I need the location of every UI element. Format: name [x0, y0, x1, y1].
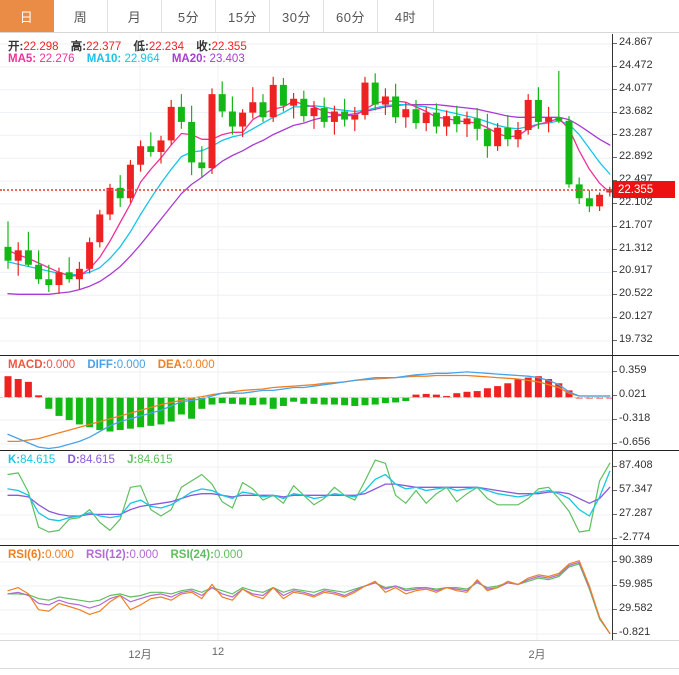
axis-tick-mark	[613, 538, 617, 539]
axis-tick-mark	[613, 225, 617, 227]
axis-tick-mark	[613, 561, 617, 562]
kdj-canvas	[0, 451, 612, 545]
separator-rsi-xaxis	[0, 640, 679, 641]
macd-zero-line	[0, 397, 612, 399]
axis-tick-mark	[613, 294, 617, 296]
axis-tick-mark	[613, 65, 617, 67]
tab-30min[interactable]: 30分	[270, 0, 324, 32]
axis-tick-label: 0.021	[619, 387, 647, 400]
axis-tick-label: 21.312	[619, 241, 653, 254]
tab-month-label: 月	[127, 9, 142, 25]
axis-tick-mark	[613, 317, 617, 319]
kdj-axis: 87.408 57.347 27.287 -2.774	[612, 451, 679, 545]
axis-tick-label: 24.472	[619, 58, 653, 71]
x-axis-label: 12	[211, 646, 225, 658]
macd-canvas	[0, 356, 612, 450]
axis-tick-label: -2.774	[619, 531, 651, 543]
axis-tick-mark	[613, 111, 617, 113]
separator-kdj-rsi	[0, 545, 679, 546]
axis-tick-label: 20.127	[619, 310, 653, 323]
axis-tick-mark	[613, 609, 617, 610]
tab-60min[interactable]: 60分	[324, 0, 378, 32]
candlestick-canvas	[0, 34, 612, 355]
axis-tick-mark	[613, 443, 617, 444]
axis-tick-mark	[613, 466, 617, 467]
axis-tick-mark	[613, 513, 617, 515]
tab-5min[interactable]: 5分	[162, 0, 216, 32]
tab-month[interactable]: 月	[108, 0, 162, 32]
axis-tick-mark	[613, 43, 617, 44]
axis-tick-mark	[613, 340, 617, 341]
tab-5min-label: 5分	[177, 9, 200, 25]
axis-tick-mark	[613, 180, 617, 182]
tab-60min-label: 60分	[336, 9, 365, 25]
axis-tick-label: 90.389	[619, 554, 653, 566]
axis-tick-mark	[613, 585, 617, 586]
x-axis-label: 12月	[128, 649, 152, 661]
axis-tick-label: 20.522	[619, 287, 653, 300]
tab-4hour-label: 4时	[394, 9, 417, 25]
kdj-panel[interactable]	[0, 451, 612, 545]
tab-week-label: 周	[73, 9, 88, 25]
axis-tick-label: 0.359	[619, 364, 647, 376]
axis-tick-label: 21.707	[619, 218, 653, 231]
macd-axis: 0.359 0.021 -0.318 -0.656	[612, 356, 679, 450]
axis-tick-mark	[613, 271, 617, 273]
axis-tick-label: 23.682	[619, 104, 653, 117]
axis-tick-mark	[613, 157, 617, 159]
axis-tick-mark	[613, 248, 617, 250]
axis-tick-label: 27.287	[619, 506, 653, 519]
axis-tick-mark	[613, 490, 617, 491]
axis-tick-label: 19.732	[619, 333, 653, 345]
chart-bottom-border	[0, 668, 679, 669]
axis-tick-label: 24.077	[619, 81, 653, 94]
macd-panel[interactable]	[0, 356, 612, 450]
rsi-canvas	[0, 546, 612, 640]
axis-tick-label: 57.347	[619, 483, 653, 495]
axis-tick-label: -0.318	[619, 412, 651, 425]
axis-tick-mark	[613, 371, 617, 372]
timeframe-tabbar: 日 周 月 5分 15分 30分 60分 4时	[0, 0, 679, 33]
axis-tick-mark	[613, 394, 617, 396]
axis-tick-label: -0.656	[619, 436, 651, 448]
chart-frame: 开:22.298 高:22.377 低:22.234 收:22.355 MA5:…	[0, 34, 679, 675]
x-axis-label: 2月	[528, 649, 546, 661]
current-price-value: 22.355	[618, 183, 654, 196]
main-price-panel[interactable]	[0, 34, 612, 355]
tab-4hour[interactable]: 4时	[378, 0, 434, 32]
axis-tick-label: 29.582	[619, 602, 653, 614]
axis-tick-label: 23.287	[619, 127, 653, 140]
tab-30min-label: 30分	[282, 9, 311, 25]
tab-day[interactable]: 日	[0, 0, 54, 32]
rsi-axis: 90.389 59.985 29.582 -0.821	[612, 546, 679, 640]
tabbar-filler	[434, 0, 679, 32]
axis-tick-label: 22.892	[619, 150, 653, 163]
tab-15min-label: 15分	[228, 9, 257, 25]
price-axis: 24.867 24.472 24.077 23.682 23.287 22.892 22.4…	[612, 34, 679, 355]
axis-tick-mark	[613, 419, 617, 421]
separator-main-macd	[0, 355, 679, 356]
axis-tick-label: 87.408	[619, 459, 653, 471]
axis-tick-label: -0.821	[619, 626, 651, 638]
x-axis-labels: 12月 12 2月	[0, 646, 612, 666]
axis-tick-mark	[613, 202, 617, 204]
axis-tick-mark	[613, 633, 617, 634]
axis-tick-label: 59.985	[619, 578, 653, 590]
rsi-panel[interactable]	[0, 546, 612, 640]
current-price-badge: 22.355	[613, 181, 675, 199]
tab-week[interactable]: 周	[54, 0, 108, 32]
axis-tick-mark	[613, 88, 617, 90]
axis-tick-label: 24.867	[619, 36, 653, 48]
current-price-line	[0, 189, 612, 192]
axis-tick-label: 22.102	[619, 195, 653, 208]
tab-day-label: 日	[19, 9, 34, 25]
tab-15min[interactable]: 15分	[216, 0, 270, 32]
axis-tick-mark	[613, 134, 617, 136]
axis-tick-label: 20.917	[619, 264, 653, 277]
separator-macd-kdj	[0, 450, 679, 451]
